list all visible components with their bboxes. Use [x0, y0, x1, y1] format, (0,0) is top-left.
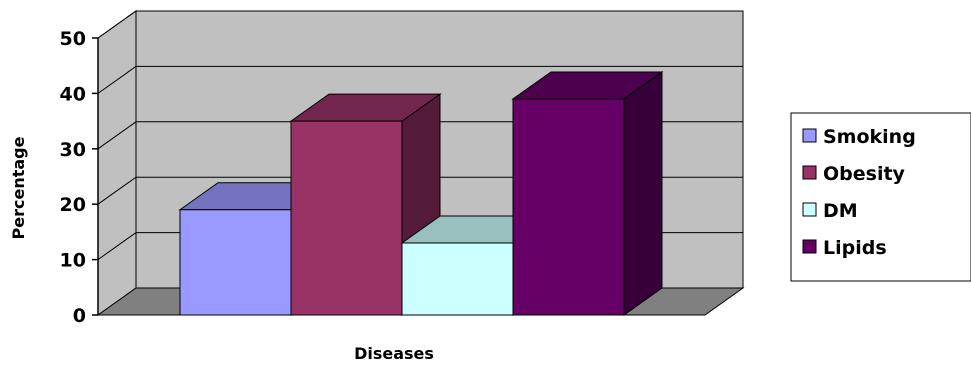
- legend-label-lipids: Lipids: [823, 237, 887, 259]
- legend-swatch-lipids: [802, 239, 817, 254]
- y-tick-labels: 0 10 20 30 40 50: [60, 28, 86, 327]
- gridline: [97, 10, 743, 39]
- legend-swatch-dm: [802, 202, 817, 217]
- y-tick-label: 30: [60, 139, 86, 161]
- y-tick-label: 0: [73, 305, 86, 327]
- legend: Smoking Obesity DM Lipids: [790, 112, 971, 282]
- legend-box: [790, 112, 971, 282]
- y-tick-label: 40: [60, 83, 86, 105]
- bar-front: [179, 209, 292, 316]
- bar-front: [512, 98, 625, 316]
- legend-label-dm: DM: [823, 200, 858, 222]
- bars: [178, 70, 664, 316]
- bar-side: [623, 70, 663, 316]
- bar-front: [401, 242, 514, 316]
- bar-lipids: [511, 70, 664, 316]
- y-axis-title: Percentage: [9, 136, 28, 239]
- y-tick-label: 10: [60, 250, 86, 272]
- legend-label-obesity: Obesity: [823, 163, 906, 185]
- legend-label-smoking: Smoking: [823, 126, 916, 148]
- side-wall: [97, 10, 137, 316]
- gridline: [97, 65, 743, 94]
- bar-front: [290, 120, 403, 316]
- y-tick-label: 50: [60, 28, 86, 50]
- legend-swatch-obesity: [802, 165, 817, 180]
- y-tick-label: 20: [60, 194, 86, 216]
- legend-swatch-smoking: [802, 128, 817, 143]
- x-axis-title: Diseases: [354, 344, 434, 363]
